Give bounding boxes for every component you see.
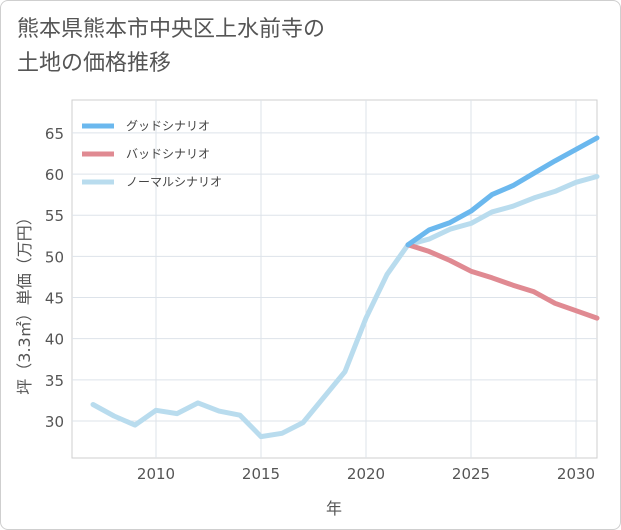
- legend-label: バッドシナリオ: [126, 147, 210, 161]
- y-tick-label: 35: [45, 372, 64, 390]
- y-tick-label: 45: [45, 290, 64, 308]
- x-axis-label: 年: [326, 499, 342, 518]
- x-tick-label: 2010: [137, 465, 175, 483]
- chart-title-line-2: 土地の価格推移: [17, 51, 172, 76]
- y-tick-label: 30: [45, 413, 64, 431]
- y-tick-label: 40: [45, 331, 64, 349]
- plot-area: [71, 99, 598, 459]
- series-line-2: [405, 242, 600, 321]
- x-tick-label: 2020: [347, 465, 385, 483]
- legend-label: ノーマルシナリオ: [126, 175, 222, 189]
- series-line-1: [405, 135, 600, 248]
- y-tick-label: 65: [45, 125, 64, 143]
- y-tick-label: 55: [45, 207, 64, 225]
- x-tick-label: 2015: [242, 465, 280, 483]
- chart-title: 熊本県熊本市中央区上水前寺の 土地の価格推移: [17, 13, 325, 81]
- y-axis-label: 坪（3.3㎡）単価（万円）: [15, 209, 34, 394]
- series-lines: [90, 135, 600, 440]
- axis-ticks: 30 35 40 45 50 55 60 65 2010 2015 2020 2025 2030: [45, 125, 595, 483]
- y-tick-label: 50: [45, 248, 64, 266]
- series-line-3: [90, 174, 600, 440]
- y-tick-label: 60: [45, 166, 64, 184]
- x-tick-label: 2030: [557, 465, 595, 483]
- legend-label: グッドシナリオ: [126, 119, 210, 133]
- x-tick-label: 2025: [452, 465, 490, 483]
- grid-lines: [72, 100, 597, 458]
- chart-title-line-1: 熊本県熊本市中央区上水前寺の: [17, 17, 326, 42]
